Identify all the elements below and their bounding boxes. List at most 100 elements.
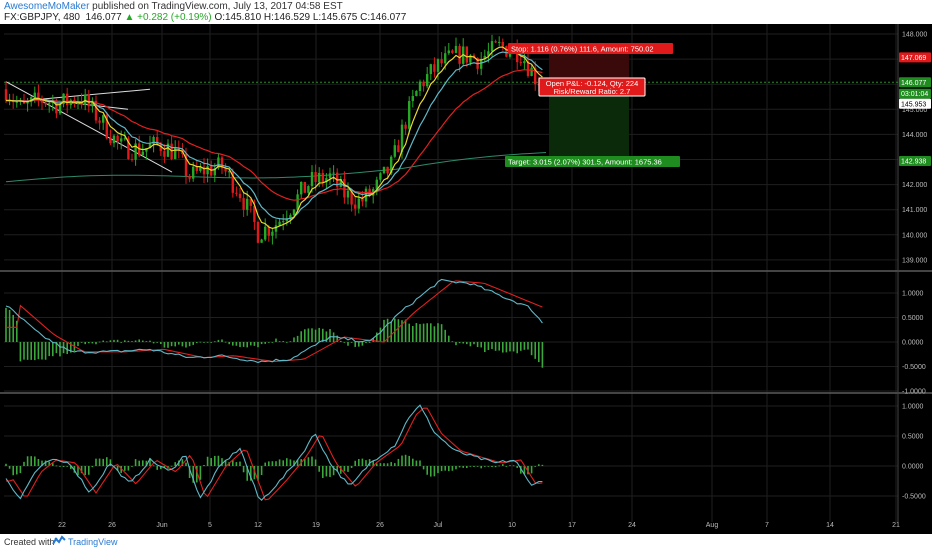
candle-body <box>346 190 350 198</box>
histogram-bar <box>444 329 446 342</box>
candle-body <box>116 135 119 142</box>
histogram-bar <box>484 342 486 353</box>
histogram-bar <box>84 466 86 476</box>
histogram-bar <box>476 466 479 467</box>
histogram-bar <box>520 342 522 351</box>
candle-body <box>199 166 202 171</box>
histogram-bar <box>440 324 443 342</box>
histogram-bar <box>264 462 266 466</box>
candle-body <box>426 74 429 87</box>
time-tick-label: 7 <box>765 522 769 529</box>
price-axis-badge <box>899 88 931 99</box>
target-label: Target: 3.015 (2.07%) 301.5, Amount: 167… <box>508 158 662 167</box>
histogram-bar <box>239 342 241 348</box>
histogram-bar <box>433 466 436 477</box>
chart-svg[interactable]: Stop: 1.116 (0.76%) 111.6, Amount: 750.0… <box>0 24 932 534</box>
histogram-bar <box>494 342 497 351</box>
histogram-bar <box>84 342 86 345</box>
histogram-bar <box>419 324 421 342</box>
histogram-bar <box>379 463 382 466</box>
price-axis-badge-label: 03:01:04 <box>901 91 928 98</box>
histogram-bar <box>52 463 54 466</box>
histogram-bar <box>311 328 313 342</box>
histogram-bar <box>224 460 227 466</box>
histogram-bar <box>286 341 288 343</box>
histogram-bar <box>214 341 216 343</box>
histogram-bar <box>494 466 497 468</box>
histogram-bar <box>505 342 508 353</box>
histogram-bar <box>206 456 209 466</box>
candle-body <box>267 226 270 236</box>
chart-area[interactable]: Stop: 1.116 (0.76%) 111.6, Amount: 750.0… <box>0 24 932 534</box>
candle-body <box>386 166 389 174</box>
time-tick-label: 12 <box>254 522 262 529</box>
histogram-bar <box>278 341 281 343</box>
histogram-bar <box>41 460 43 466</box>
price-tick-label: 142.000 <box>902 182 927 189</box>
histogram-bar <box>350 342 353 343</box>
histogram-bar <box>66 466 68 467</box>
histogram-bar <box>354 342 356 347</box>
histogram-bar <box>289 341 292 343</box>
histogram-bar <box>520 466 522 474</box>
histogram-bar <box>80 466 83 474</box>
histogram-bar <box>235 462 238 466</box>
histogram-bar <box>52 342 54 357</box>
candle-body <box>235 192 238 194</box>
histogram-bar <box>383 319 385 342</box>
histogram-bar <box>199 341 202 343</box>
histogram-bar <box>77 342 79 347</box>
indicator1-tick-label: -0.5000 <box>902 364 926 371</box>
author-link[interactable]: AwesomeMoMaker <box>4 1 90 12</box>
histogram-bar <box>530 466 533 474</box>
candle-body <box>192 166 195 179</box>
candle-body <box>152 137 155 144</box>
time-tick-label: 10 <box>508 522 516 529</box>
candle-body <box>339 178 342 187</box>
candle-body <box>228 171 231 173</box>
tradingview-logo-icon <box>52 535 66 545</box>
histogram-bar <box>242 466 245 473</box>
histogram-bar <box>491 342 493 350</box>
candle-body <box>465 46 468 63</box>
candle-body <box>98 120 101 123</box>
candle-body <box>505 46 508 57</box>
histogram-bar <box>185 342 187 348</box>
histogram-bar <box>232 342 234 346</box>
histogram-bar <box>156 342 158 343</box>
histogram-bar <box>340 466 342 474</box>
histogram-bar <box>451 341 454 343</box>
candle-body <box>361 198 364 202</box>
histogram-bar <box>394 318 396 342</box>
candle-body <box>66 93 69 106</box>
histogram-bar <box>30 342 32 360</box>
histogram-bar <box>390 321 392 342</box>
candle-body <box>246 198 249 210</box>
histogram-bar <box>541 342 544 368</box>
histogram-bar <box>498 342 500 351</box>
histogram-bar <box>246 342 248 348</box>
histogram-bar <box>134 340 137 342</box>
histogram-bar <box>98 341 101 343</box>
histogram-bar <box>473 466 475 467</box>
candle-body <box>206 166 209 175</box>
histogram-bar <box>487 466 490 467</box>
histogram-bar <box>59 342 61 357</box>
published-text: published on TradingView.com, July 13, 2… <box>89 1 343 12</box>
chart-header: AwesomeMoMaker published on TradingView.… <box>0 0 932 24</box>
histogram-bar <box>124 466 126 471</box>
time-tick-label: 5 <box>208 522 212 529</box>
indicator2-tick-label: 1.0000 <box>902 404 924 411</box>
time-tick-label: Aug <box>706 522 719 529</box>
histogram-bar <box>512 465 515 467</box>
indicator1-tick-label: -1.0000 <box>902 389 926 396</box>
histogram-bar <box>235 342 238 346</box>
histogram-bar <box>55 342 58 354</box>
price-axis-badge <box>899 52 931 63</box>
candle-body <box>458 45 461 64</box>
histogram-bar <box>347 342 349 346</box>
tradingview-brand[interactable]: TradingView <box>68 537 118 547</box>
histogram-bar <box>131 466 133 467</box>
histogram-bar <box>509 465 511 467</box>
histogram-bar <box>206 341 209 343</box>
